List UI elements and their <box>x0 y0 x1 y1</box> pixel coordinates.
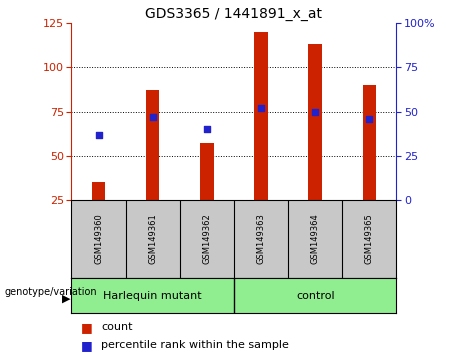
Text: GSM149364: GSM149364 <box>311 213 320 264</box>
Text: ▶: ▶ <box>62 294 71 304</box>
Bar <box>254 32 268 200</box>
Bar <box>363 85 376 200</box>
Text: GSM149365: GSM149365 <box>365 213 374 264</box>
Text: GSM149361: GSM149361 <box>148 213 157 264</box>
Point <box>257 105 265 111</box>
Bar <box>146 90 160 200</box>
Text: genotype/variation: genotype/variation <box>5 287 97 297</box>
Point <box>366 116 373 121</box>
Text: control: control <box>296 291 335 301</box>
Text: ■: ■ <box>81 339 92 352</box>
Point <box>312 109 319 114</box>
Title: GDS3365 / 1441891_x_at: GDS3365 / 1441891_x_at <box>146 7 322 21</box>
Bar <box>92 182 105 200</box>
Text: GSM149363: GSM149363 <box>256 213 266 264</box>
Bar <box>200 143 213 200</box>
Text: percentile rank within the sample: percentile rank within the sample <box>101 340 290 350</box>
Point <box>149 114 156 120</box>
Text: ■: ■ <box>81 321 92 334</box>
Text: GSM149360: GSM149360 <box>94 213 103 264</box>
Bar <box>308 44 322 200</box>
Text: GSM149362: GSM149362 <box>202 213 212 264</box>
Point <box>203 126 211 132</box>
Text: Harlequin mutant: Harlequin mutant <box>103 291 202 301</box>
Point <box>95 132 102 137</box>
Text: count: count <box>101 322 133 332</box>
